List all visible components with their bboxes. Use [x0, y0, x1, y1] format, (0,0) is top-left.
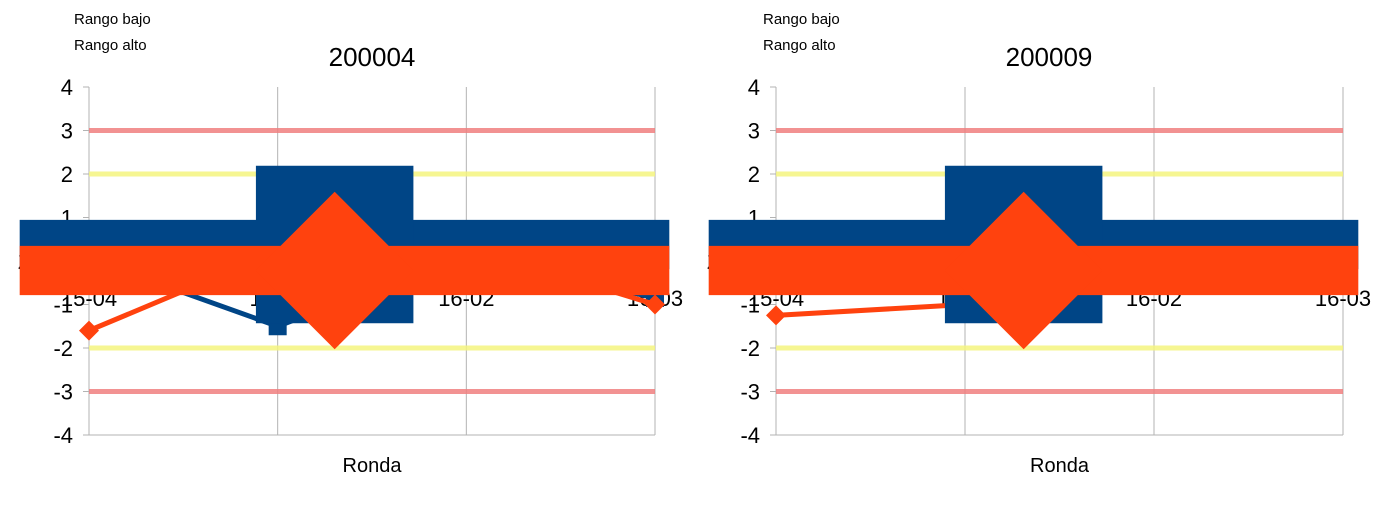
- y-tick-label: -2: [740, 336, 760, 361]
- legend-swatch-diamond: [19, 191, 670, 350]
- x-axis-title: Ronda: [343, 455, 403, 477]
- legend-item-rango-bajo: Rango bajo: [0, 6, 670, 324]
- x-axis-title: Ronda: [1030, 455, 1090, 477]
- y-tick-label: -2: [53, 336, 73, 361]
- legend-label: Rango alto: [763, 37, 836, 54]
- legend-item-rango-alto: Rango alto: [0, 32, 670, 350]
- y-tick-label: 4: [61, 75, 73, 100]
- y-tick-label: -3: [53, 380, 73, 405]
- y-tick-label: 2: [748, 162, 760, 187]
- legend-item-rango-alto: Rango alto: [689, 32, 1359, 350]
- data-point-diamond: [645, 294, 665, 315]
- y-tick-label: -1: [53, 293, 73, 318]
- chart-title: 200004: [328, 42, 416, 72]
- legend-item-rango-bajo: Rango bajo: [689, 6, 1359, 324]
- y-tick-label: 4: [748, 75, 760, 100]
- y-tick-label: 3: [748, 119, 760, 144]
- y-tick-label: -4: [740, 423, 760, 448]
- chart-legend: Rango bajo Rango alto: [0, 6, 670, 350]
- chart-title: 200009: [1005, 42, 1093, 72]
- legend-label: Rango bajo: [763, 11, 840, 28]
- data-point-diamond: [79, 320, 99, 341]
- chart-panel-200004: 43210-1-2-3-415-0416-0116-0216-03ZRonda …: [0, 0, 689, 477]
- legend-label: Rango bajo: [74, 11, 151, 28]
- y-tick-label: 3: [61, 119, 73, 144]
- y-tick-label: 2: [61, 162, 73, 187]
- y-tick-label: -1: [740, 293, 760, 318]
- legend-label: Rango alto: [74, 37, 147, 54]
- y-tick-label: -3: [740, 380, 760, 405]
- chart-panel-200009: 43210-1-2-3-415-0416-0116-0216-03ZRonda …: [689, 0, 1378, 477]
- series-line: [775, 302, 966, 318]
- y-tick-label: -4: [53, 423, 73, 448]
- chart-legend: Rango bajo Rango alto: [689, 6, 1359, 350]
- data-point-diamond: [766, 305, 786, 326]
- legend-swatch-diamond: [708, 191, 1359, 350]
